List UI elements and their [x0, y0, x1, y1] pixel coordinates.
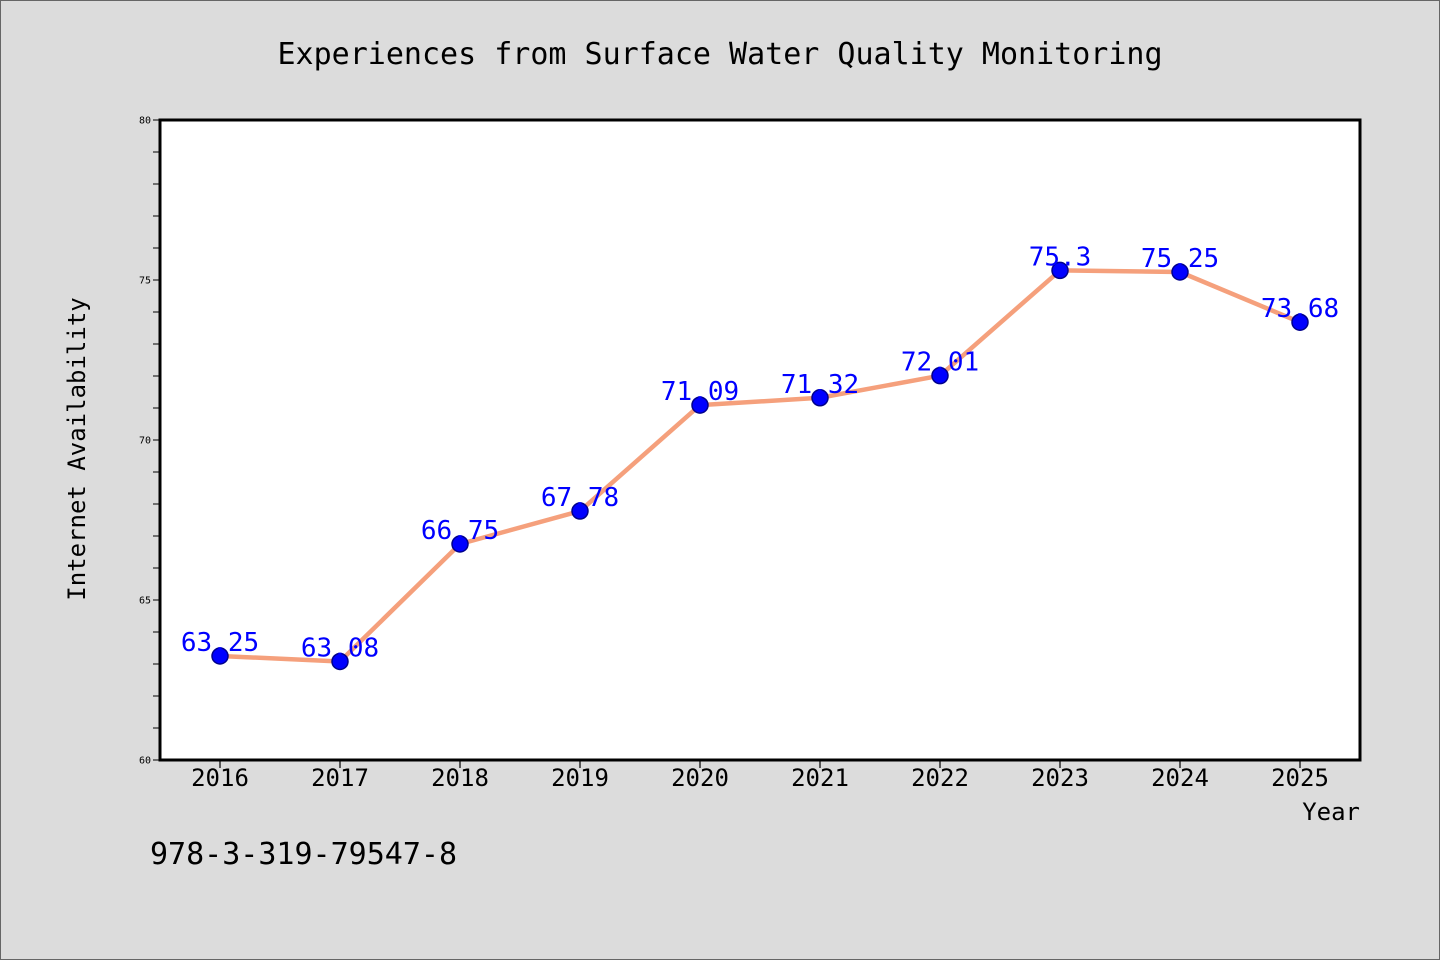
plot-area: [160, 120, 1360, 760]
y-tick-label: 75: [139, 276, 151, 287]
x-tick-label: 2020: [671, 764, 729, 792]
x-tick-label: 2019: [551, 764, 609, 792]
data-label: 63.25: [181, 628, 259, 658]
data-label: 72.01: [901, 348, 979, 378]
data-labels: 63.25 63.08 66.75 67.78 71.09 71.32 72.01 75.3 7…: [181, 242, 1339, 663]
x-tick-label: 2018: [431, 764, 489, 792]
data-label: 71.32: [781, 370, 859, 400]
chart-title: Experiences from Surface Water Quality M…: [277, 37, 1162, 72]
x-tick-label: 2016: [191, 764, 249, 792]
y-tick-label: 70: [139, 436, 151, 447]
y-tick-label: 80: [139, 116, 151, 127]
x-tick-label: 2021: [791, 764, 849, 792]
series-lines: [217, 268, 1303, 664]
y-tick-label: 65: [139, 596, 151, 607]
x-tick-label: 2024: [1151, 764, 1209, 792]
data-point-marker: [931, 366, 949, 385]
x-tick-label: 2022: [911, 764, 969, 792]
data-label: 73.68: [1261, 294, 1339, 324]
data-point-marker: [211, 647, 229, 665]
data-label: 67.78: [541, 483, 619, 513]
plot-frame: [158, 118, 1362, 762]
y-axis-label: Internet Availability: [63, 297, 91, 600]
series-line: [217, 268, 1303, 664]
data-point-marker: [691, 396, 709, 414]
x-tick-label: 2025: [1271, 764, 1329, 792]
data-label: 63.08: [301, 633, 379, 663]
x-tick-label: 2017: [311, 764, 369, 792]
data-point-marker: [451, 535, 469, 553]
data-label: 75.3: [1029, 242, 1092, 272]
y-tick-label: 60: [139, 756, 151, 767]
data-label: 66.75: [421, 516, 499, 546]
data-point-marker: [811, 389, 829, 407]
data-label: 75.25: [1141, 244, 1219, 274]
data-point-marker: [571, 502, 589, 520]
series-markers: [211, 261, 1309, 671]
data-point-marker: [1291, 313, 1309, 331]
x-axis-ticks: 2016 2017 2018 2019 2020 2021 2022 2023 2024 2025: [191, 760, 1329, 792]
x-tick-label: 2023: [1031, 764, 1089, 792]
data-point-marker: [1051, 261, 1069, 280]
data-point-marker: [331, 652, 349, 671]
x-axis-label: Year: [1302, 798, 1360, 826]
isbn-annotation: 978-3-319-79547-8: [150, 837, 457, 872]
data-label: 71.09: [661, 377, 739, 407]
data-point-marker: [1171, 263, 1189, 281]
